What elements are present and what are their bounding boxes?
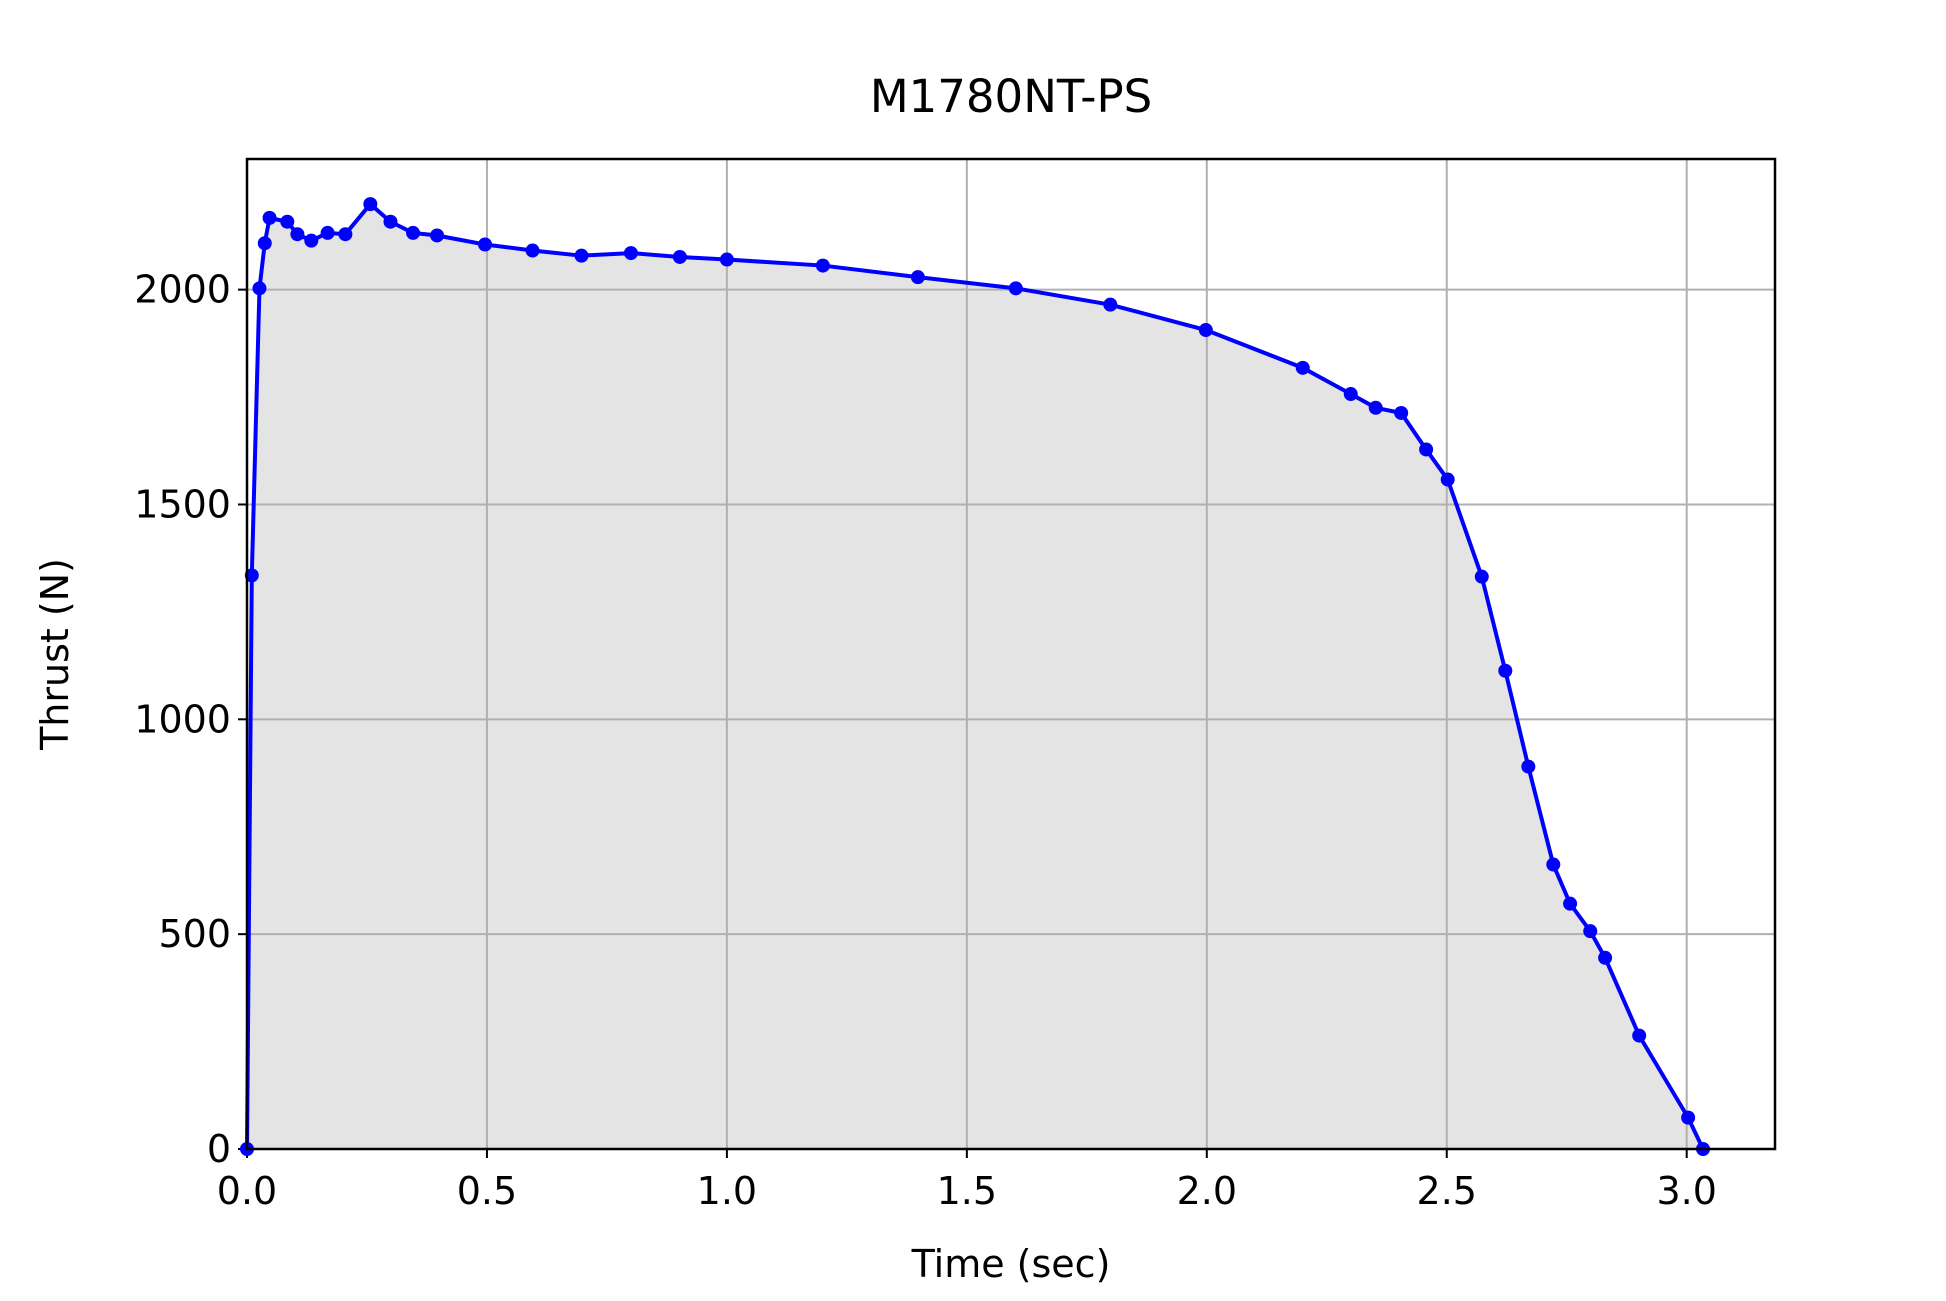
data-point xyxy=(1474,569,1489,584)
data-point xyxy=(383,214,398,229)
x-axis-label: Time (sec) xyxy=(911,1242,1111,1286)
data-point xyxy=(1419,442,1434,457)
data-point xyxy=(1583,924,1598,939)
data-point xyxy=(406,225,421,240)
y-tick-label: 500 xyxy=(158,912,231,956)
data-point xyxy=(1394,405,1409,420)
x-tick-label: 0.0 xyxy=(217,1169,277,1213)
data-point xyxy=(1295,360,1310,375)
data-point xyxy=(262,210,277,225)
data-point xyxy=(1546,857,1561,872)
data-point xyxy=(290,227,305,242)
data-point xyxy=(363,197,378,212)
data-point xyxy=(1103,297,1118,312)
plot-frame xyxy=(245,157,1777,1151)
data-point xyxy=(280,214,295,229)
data-point xyxy=(338,227,353,242)
x-tick-label: 2.5 xyxy=(1417,1169,1477,1213)
data-point xyxy=(525,243,540,258)
y-tick-label: 0 xyxy=(207,1127,231,1171)
thrust-area xyxy=(247,204,1704,1149)
x-tick-label: 3.0 xyxy=(1656,1169,1716,1213)
data-point xyxy=(623,246,638,261)
data-point xyxy=(672,249,687,264)
data-point xyxy=(1521,759,1536,774)
data-point xyxy=(1598,950,1613,965)
data-point xyxy=(815,258,830,273)
data-point xyxy=(1681,1110,1696,1125)
data-point xyxy=(1563,896,1578,911)
data-point xyxy=(1368,400,1383,415)
data-point xyxy=(478,237,493,252)
data-point xyxy=(719,252,734,267)
y-tick-label: 2000 xyxy=(134,268,231,312)
data-point xyxy=(1440,472,1455,487)
data-point xyxy=(257,236,272,251)
data-point xyxy=(304,233,319,248)
data-point xyxy=(1343,387,1358,402)
data-point xyxy=(430,228,445,243)
data-point xyxy=(252,281,267,296)
data-point xyxy=(1632,1028,1647,1043)
data-point xyxy=(244,568,259,583)
data-point xyxy=(910,270,925,285)
x-tick-label: 1.5 xyxy=(937,1169,997,1213)
data-point xyxy=(320,225,335,240)
y-axis-label: Thrust (N) xyxy=(33,558,77,751)
x-tick-label: 1.0 xyxy=(697,1169,757,1213)
data-point xyxy=(574,248,589,263)
x-tick-label: 0.5 xyxy=(457,1169,517,1213)
y-tick-label: 1500 xyxy=(134,482,231,526)
data-point xyxy=(1008,281,1023,296)
x-tick-label: 2.0 xyxy=(1177,1169,1237,1213)
data-point xyxy=(1198,323,1213,338)
y-tick-label: 1000 xyxy=(134,697,231,741)
chart-title: M1780NT-PS xyxy=(870,70,1152,123)
data-point xyxy=(1498,663,1513,678)
